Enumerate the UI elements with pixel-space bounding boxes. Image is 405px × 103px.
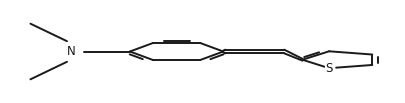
Text: N: N — [66, 45, 75, 58]
Text: S: S — [325, 62, 332, 75]
